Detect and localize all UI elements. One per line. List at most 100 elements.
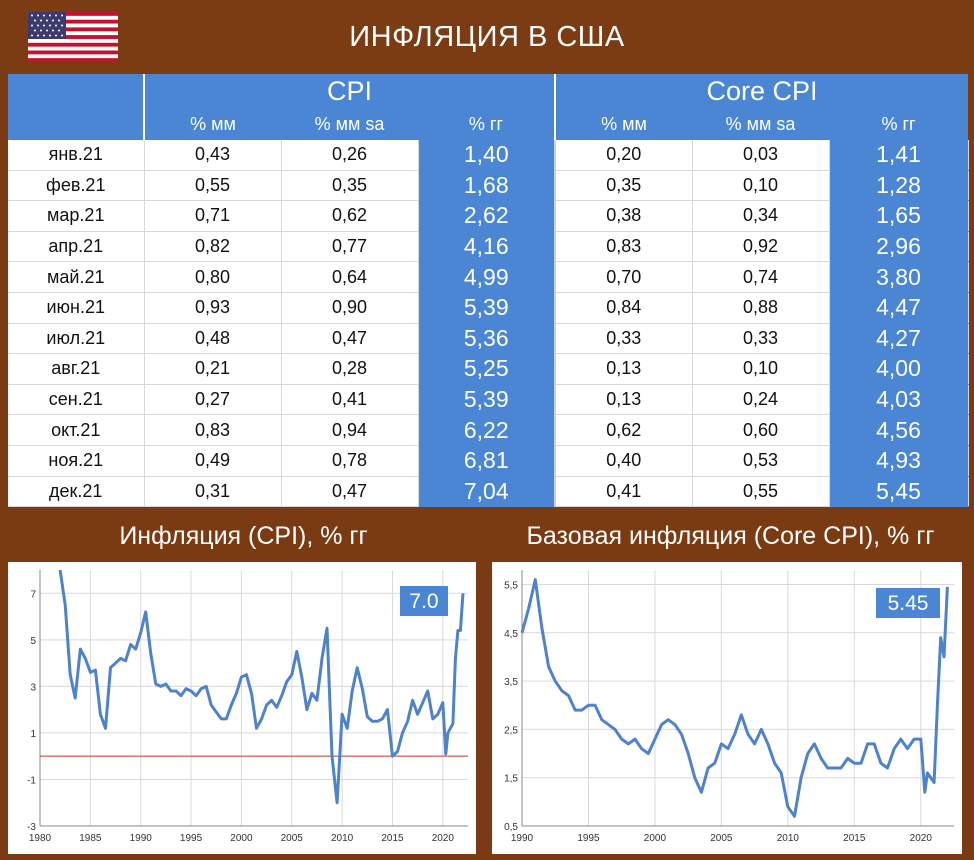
us-flag-icon	[28, 12, 118, 62]
month-cell: янв.21	[8, 140, 145, 171]
value-cell: 0,27	[144, 384, 282, 416]
page-header: ИНФЛЯЦИЯ В США	[0, 0, 974, 74]
y-tick-label: 5,5	[504, 580, 518, 591]
value-cell: 0,10	[692, 353, 830, 385]
yoy-value-cell: 4,56	[829, 414, 969, 446]
yoy-value-cell: 1,28	[829, 170, 969, 202]
value-cell: 0,35	[281, 170, 419, 202]
x-tick-label: 2020	[432, 833, 455, 844]
y-tick-label: 0,5	[504, 822, 518, 833]
value-cell: 0,13	[554, 384, 693, 416]
table-row: дек.21 0,31 0,47 7,04 0,41 0,55 5,45	[8, 476, 969, 508]
value-cell: 0,13	[554, 353, 693, 385]
value-cell: 0,80	[144, 261, 282, 293]
y-tick-label: -3	[27, 822, 36, 833]
table-row: май.21 0,80 0,64 4,99 0,70 0,74 3,80	[8, 261, 969, 293]
yoy-value-cell: 5,39	[418, 292, 556, 324]
value-cell: 0,92	[692, 231, 830, 263]
yoy-value-cell: 4,47	[829, 292, 969, 324]
yoy-value-cell: 1,68	[418, 170, 556, 202]
value-cell: 0,83	[554, 231, 693, 263]
x-tick-label: 1995	[180, 833, 203, 844]
value-cell: 0,43	[144, 140, 282, 171]
value-cell: 0,78	[281, 445, 419, 477]
x-tick-label: 1990	[130, 833, 153, 844]
latest-value-badge	[400, 586, 448, 616]
cpi-chart-title: Инфляция (CPI), % гг	[119, 522, 368, 550]
y-tick-label: 5	[30, 636, 36, 647]
yoy-value-cell: 1,65	[829, 200, 969, 232]
table-row: авг.21 0,21 0,28 5,25 0,13 0,10 4,00	[8, 353, 969, 385]
core-cpi-line-chart: 0,5 1,5 2,5 3,5 4,5 5,5 1990 1995 2000 2005 2010 20…	[504, 570, 954, 844]
column-header: % мм	[143, 108, 281, 140]
value-cell: 0,21	[144, 353, 282, 385]
yoy-value-cell: 4,16	[418, 231, 556, 263]
table-row: фев.21 0,55 0,35 1,68 0,35 0,10 1,28	[8, 170, 969, 202]
value-cell: 0,55	[144, 170, 282, 202]
month-cell: июл.21	[8, 323, 145, 355]
yoy-value-cell: 5,45	[829, 476, 969, 508]
yoy-value-cell: 1,40	[418, 140, 556, 171]
value-cell: 0,62	[281, 200, 419, 232]
x-tick-label: 2010	[331, 833, 354, 844]
month-cell: май.21	[8, 261, 145, 293]
value-cell: 0,77	[281, 231, 419, 263]
value-cell: 0,28	[281, 353, 419, 385]
value-cell: 0,33	[692, 323, 830, 355]
x-tick-label: 2010	[777, 833, 800, 844]
x-tick-label: 2015	[843, 833, 866, 844]
value-cell: 0,70	[554, 261, 693, 293]
value-cell: 0,24	[692, 384, 830, 416]
yoy-value-cell: 4,03	[829, 384, 969, 416]
table-row: ноя.21 0,49 0,78 6,81 0,40 0,53 4,93	[8, 445, 969, 477]
x-tick-label: 1980	[29, 833, 52, 844]
column-header: % мм sa	[281, 108, 418, 140]
table-row: июн.21 0,93 0,90 5,39 0,84 0,88 4,47	[8, 292, 969, 324]
value-cell: 0,38	[554, 200, 693, 232]
group-header-core-cpi: Core CPI	[553, 74, 969, 108]
value-cell: 0,34	[692, 200, 830, 232]
month-cell: сен.21	[8, 384, 145, 416]
x-tick-label: 2005	[710, 833, 733, 844]
page-title: ИНФЛЯЦИЯ В США	[349, 21, 625, 53]
y-tick-label: 4,5	[504, 629, 518, 640]
core-cpi-chart-panel: 0,5 1,5 2,5 3,5 4,5 5,5 1990 1995 2000 2005 2010 20…	[492, 562, 962, 854]
value-cell: 0,48	[144, 323, 282, 355]
value-cell: 0,94	[281, 414, 419, 446]
value-cell: 0,31	[144, 476, 282, 508]
latest-value-label: 5.45	[888, 592, 929, 615]
x-tick-label: 2000	[230, 833, 253, 844]
yoy-value-cell: 7,04	[418, 476, 556, 508]
value-cell: 0,40	[554, 445, 693, 477]
value-cell: 0,84	[554, 292, 693, 324]
yoy-value-cell: 5,25	[418, 353, 556, 385]
value-cell: 0,64	[281, 261, 419, 293]
value-cell: 0,88	[692, 292, 830, 324]
value-cell: 0,55	[692, 476, 830, 508]
month-cell: апр.21	[8, 231, 145, 263]
value-cell: 0,20	[554, 140, 693, 171]
yoy-value-cell: 6,81	[418, 445, 556, 477]
value-cell: 0,26	[281, 140, 419, 171]
value-cell: 0,62	[554, 414, 693, 446]
value-cell: 0,49	[144, 445, 282, 477]
series-line	[58, 569, 465, 805]
table-row: янв.21 0,43 0,26 1,40 0,20 0,03 1,41	[8, 140, 969, 171]
cpi-chart-panel: -3 -1 1 3 5 7 1980 1985 1990 1995 2000 2005 2010 2015…	[8, 562, 476, 854]
x-tick-label: 2020	[910, 833, 933, 844]
table-row: апр.21 0,82 0,77 4,16 0,83 0,92 2,96	[8, 231, 969, 263]
column-header: % мм	[554, 108, 692, 140]
table-row: окт.21 0,83 0,94 6,22 0,62 0,60 4,56	[8, 414, 969, 446]
value-cell: 0,60	[692, 414, 830, 446]
yoy-value-cell: 4,99	[418, 261, 556, 293]
month-cell: мар.21	[8, 200, 145, 232]
value-cell: 0,03	[692, 140, 830, 171]
latest-value-label: 7.0	[409, 590, 438, 613]
y-tick-label: 1,5	[504, 774, 518, 785]
column-header: % мм sa	[692, 108, 829, 140]
y-tick-label: 2,5	[504, 725, 518, 736]
y-tick-label: -1	[27, 775, 36, 786]
x-tick-label: 2000	[644, 833, 667, 844]
value-cell: 0,47	[281, 476, 419, 508]
x-tick-label: 1995	[577, 833, 600, 844]
